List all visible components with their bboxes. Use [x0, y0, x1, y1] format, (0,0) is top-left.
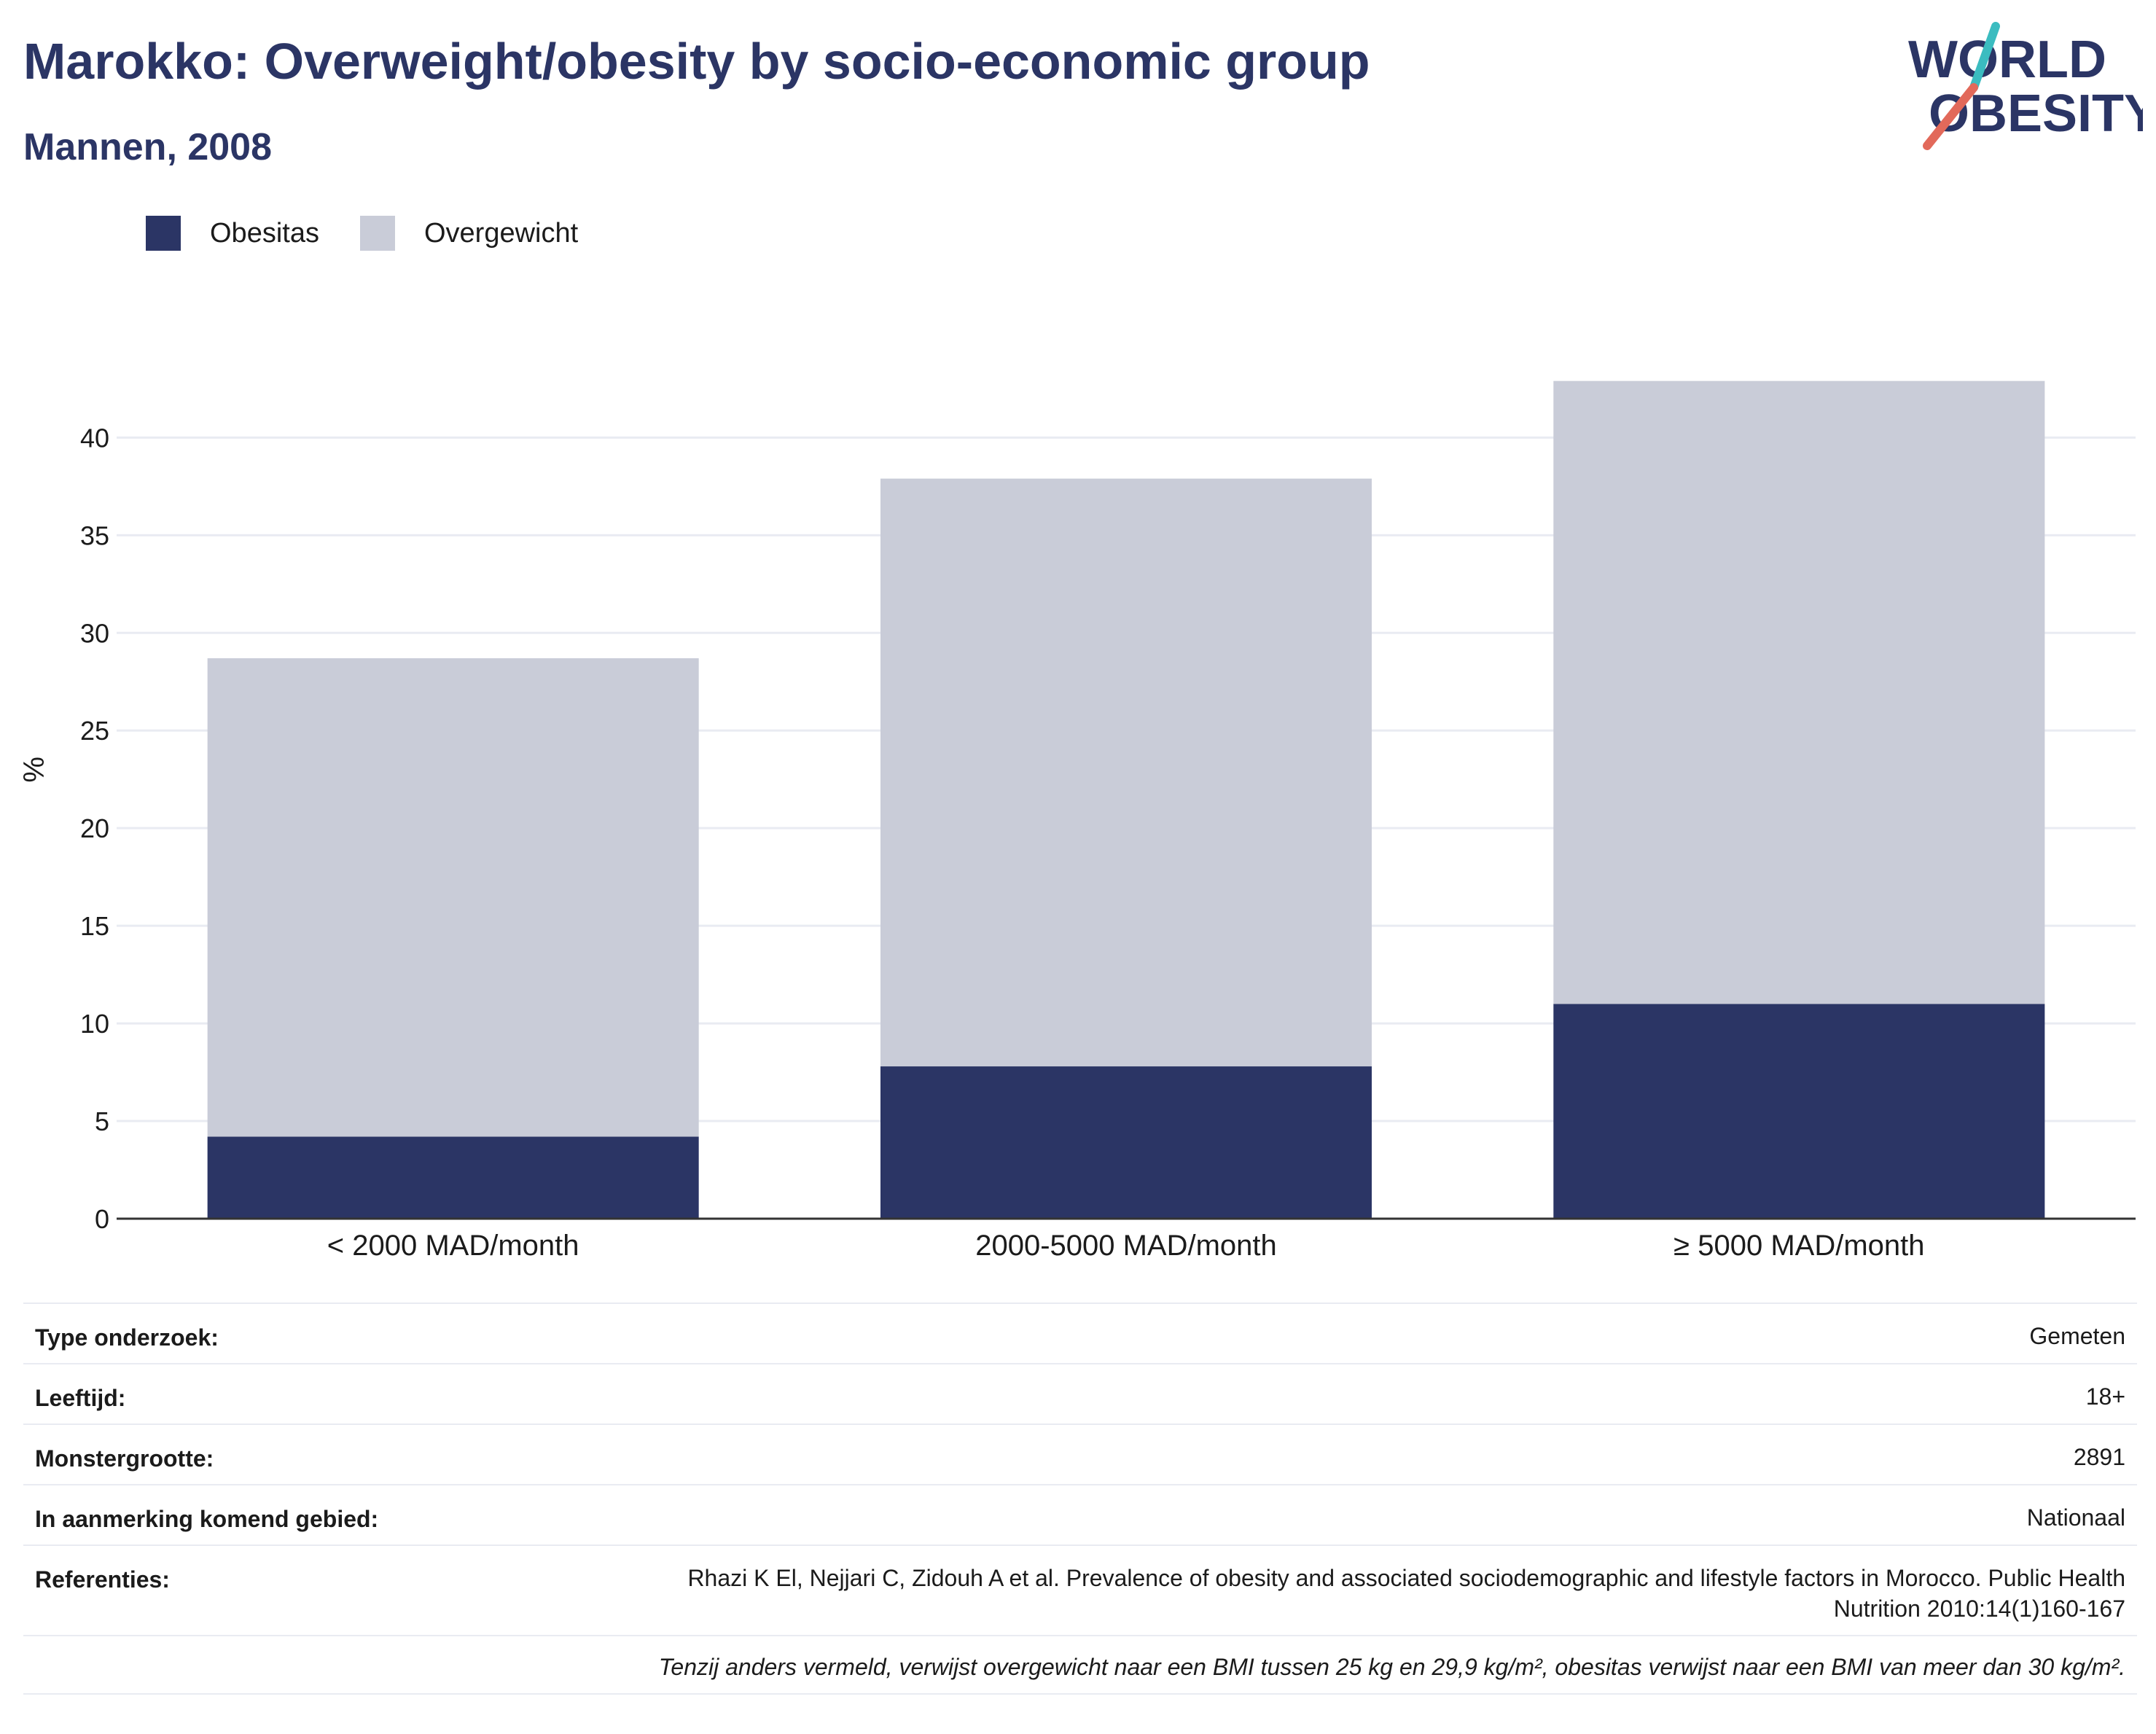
bar-obesitas-2[interactable] — [1553, 1004, 2045, 1219]
legend-swatch-obesitas — [146, 216, 181, 251]
bar-overgewicht-2[interactable] — [1553, 380, 2045, 1004]
area-label: In aanmerking komend gebied: — [35, 1506, 379, 1532]
chart-legend: Obesitas Overgewicht — [146, 216, 619, 251]
legend-label-overgewicht: Overgewicht — [423, 217, 579, 249]
y-tick-label: 5 — [95, 1106, 109, 1136]
y-tick-label: 25 — [80, 716, 109, 746]
info-table: Type onderzoek: Gemeten Leeftijd: 18+ Mo… — [23, 1303, 2137, 1695]
bar-obesitas-1[interactable] — [880, 1066, 1372, 1219]
y-tick-label: 15 — [80, 911, 109, 941]
world-obesity-logo: WORLD OBESITY — [1908, 22, 2143, 150]
y-axis-ticks: 0 5 10 15 20 25 30 35 40 — [80, 423, 109, 1234]
legend-item-obesitas[interactable]: Obesitas — [146, 216, 319, 251]
legend-item-overgewicht[interactable]: Overgewicht — [359, 216, 579, 251]
logo-word-obesity: OBESITY — [1929, 85, 2143, 143]
logo-word-world: WORLD — [1908, 31, 2106, 89]
type-value: Gemeten — [2029, 1323, 2125, 1349]
stacked-bar-chart: 0 5 10 15 20 25 30 35 40 < 2000 MAD/month 2000-50… — [18, 380, 2136, 1262]
x-category-label: ≥ 5000 MAD/month — [1673, 1230, 1924, 1262]
age-label: Leeftijd: — [35, 1385, 126, 1411]
bars — [207, 380, 2045, 1219]
bar-obesitas-0[interactable] — [207, 1136, 699, 1219]
y-tick-label: 0 — [95, 1204, 109, 1234]
x-axis-categories: < 2000 MAD/month 2000-5000 MAD/month ≥ 500… — [327, 1230, 1925, 1262]
references-value: Rhazi K El, Nejjari C, Zidouh A et al. P… — [687, 1565, 2125, 1622]
definition-note: Tenzij anders vermeld, verwijst overgewi… — [658, 1654, 2125, 1680]
info-row-sample: Monstergrootte: 2891 — [23, 1423, 2137, 1484]
sample-label: Monstergrootte: — [35, 1445, 214, 1472]
y-tick-label: 20 — [80, 813, 109, 843]
legend-swatch-overgewicht — [359, 216, 395, 251]
bar-overgewicht-1[interactable] — [880, 478, 1372, 1067]
y-tick-label: 40 — [80, 423, 109, 453]
y-tick-label: 30 — [80, 618, 109, 648]
logo-slash-red — [1923, 83, 1978, 150]
info-row-references: Referenties: Rhazi K El, Nejjari C, Zido… — [23, 1544, 2137, 1635]
logo-slash-teal — [1969, 22, 2000, 92]
sample-value: 2891 — [2073, 1444, 2125, 1470]
x-category-label: 2000-5000 MAD/month — [975, 1230, 1277, 1262]
type-label: Type onderzoek: — [35, 1324, 219, 1351]
info-row-type: Type onderzoek: Gemeten — [23, 1303, 2137, 1363]
references-label: Referenties: — [35, 1566, 170, 1593]
chart-subtitle: Mannen, 2008 — [23, 126, 273, 168]
y-axis-title: % — [18, 757, 50, 783]
y-tick-label: 10 — [80, 1009, 109, 1039]
age-value: 18+ — [2085, 1383, 2125, 1410]
info-row-area: In aanmerking komend gebied: Nationaal — [23, 1484, 2137, 1544]
bar-overgewicht-0[interactable] — [207, 658, 699, 1137]
y-tick-label: 35 — [80, 520, 109, 550]
chart-title: Marokko: Overweight/obesity by socio-eco… — [23, 33, 1370, 90]
area-value: Nationaal — [2026, 1504, 2125, 1531]
x-category-label: < 2000 MAD/month — [327, 1230, 579, 1262]
definition-note-row: Tenzij anders vermeld, verwijst overgewi… — [23, 1635, 2137, 1695]
info-row-age: Leeftijd: 18+ — [23, 1363, 2137, 1423]
legend-label-obesitas: Obesitas — [210, 217, 319, 249]
